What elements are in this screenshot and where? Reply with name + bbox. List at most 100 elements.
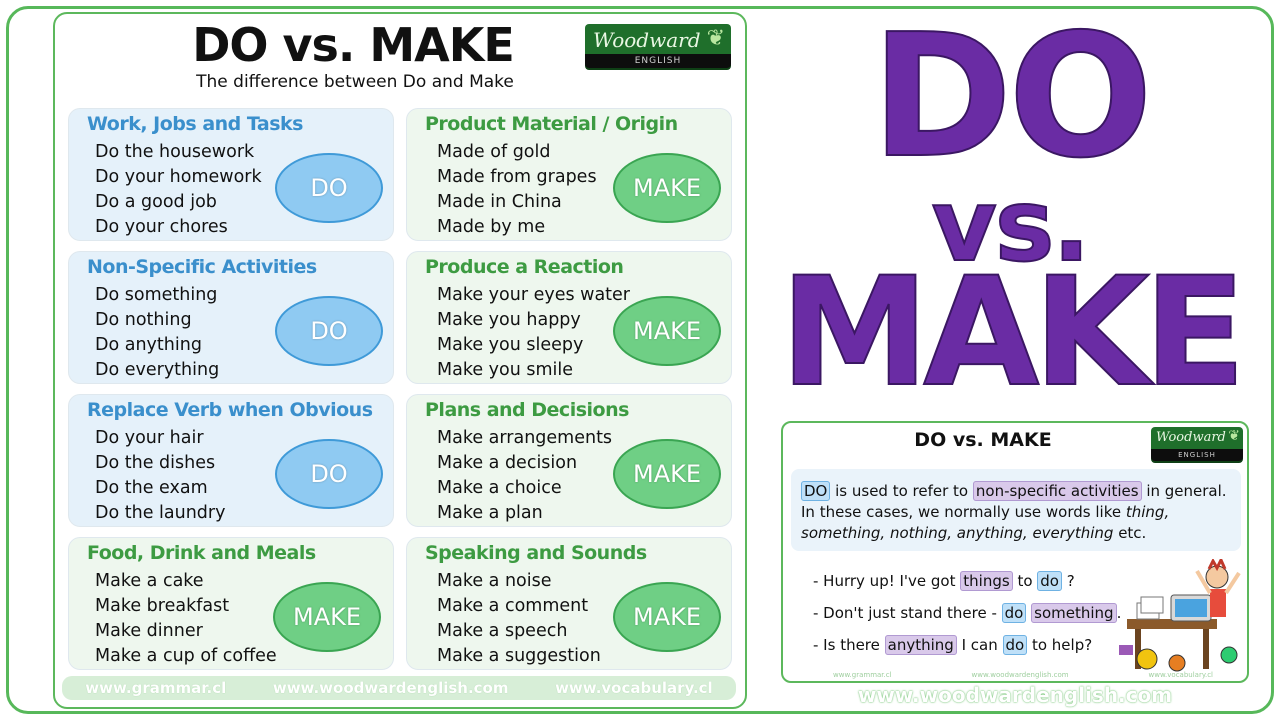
do-badge: DO	[275, 153, 383, 223]
do-badge: DO	[275, 296, 383, 366]
big-title-vs: vs.	[931, 167, 1092, 284]
site-url[interactable]: www.woodwardenglish.com	[857, 683, 1173, 707]
phrase-list: Do your hair Do the dishes Do the exam D…	[95, 426, 225, 526]
phrase-list: Make a cake Make breakfast Make dinner M…	[95, 569, 277, 669]
preview-title: DO vs. MAKE	[914, 429, 1052, 451]
make-badge: MAKE	[613, 439, 721, 509]
phrase-item: Do your hair	[95, 428, 204, 448]
category-box-nonspecific: Non-Specific Activities Do something Do …	[68, 251, 394, 384]
infographic-subtitle: The difference between Do and Make	[196, 72, 514, 92]
phrase-item: Do anything	[95, 335, 202, 355]
phrase-item: Do your homework	[95, 167, 262, 187]
make-badge: MAKE	[613, 296, 721, 366]
category-heading: Food, Drink and Meals	[87, 542, 316, 564]
preview-footer: www.grammar.cl www.woodwardenglish.com w…	[833, 671, 1213, 679]
footer-link[interactable]: www.vocabulary.cl	[1148, 671, 1213, 679]
example-sentence: - Hurry up! I've got things to do ?	[813, 565, 1121, 597]
highlight-do: do	[1002, 635, 1028, 655]
phrase-item: Make arrangements	[437, 428, 613, 448]
example-sentence: - Is there anything I can do to help?	[813, 629, 1121, 661]
woodward-logo: Woodward ❦ ENGLISH	[585, 24, 731, 68]
fern-icon: ❦	[706, 26, 725, 51]
explanation-text: etc.	[1113, 524, 1147, 542]
footer-link[interactable]: www.vocabulary.cl	[555, 679, 713, 697]
footer-link[interactable]: www.grammar.cl	[833, 671, 892, 679]
logo-text: Woodward	[593, 28, 701, 52]
category-box-speaking: Speaking and Sounds Make a noise Make a …	[406, 537, 732, 670]
lesson-preview-card: DO vs. MAKE Woodward ❦ ENGLISH DO is use…	[781, 421, 1249, 683]
highlight-do: do	[1001, 603, 1027, 623]
phrase-list: Make arrangements Make a decision Make a…	[437, 426, 612, 526]
highlight-word: anything	[884, 635, 957, 655]
category-box-work: Work, Jobs and Tasks Do the housework Do…	[68, 108, 394, 241]
category-heading: Replace Verb when Obvious	[87, 399, 373, 421]
phrase-item: Make a decision	[437, 453, 578, 473]
example-text: I can	[956, 636, 1003, 654]
phrase-item: Make a choice	[437, 478, 562, 498]
footer-link[interactable]: www.grammar.cl	[85, 679, 227, 697]
stressed-worker-cartoon-icon	[1119, 559, 1241, 672]
phrase-item: Do the exam	[95, 478, 208, 498]
phrase-item: Made by me	[437, 217, 546, 237]
logo-text: Woodward	[1156, 430, 1226, 445]
category-box-food: Food, Drink and Meals Make a cake Make b…	[68, 537, 394, 670]
big-title-do: DO	[870, 0, 1154, 196]
phrase-item: Make a noise	[437, 571, 552, 591]
fern-icon: ❦	[1228, 428, 1240, 444]
phrase-item: Make a plan	[437, 503, 543, 523]
example-text: - Don't just stand there -	[813, 604, 1002, 622]
make-badge: MAKE	[613, 153, 721, 223]
phrase-item: Make a speech	[437, 621, 568, 641]
example-text: to help?	[1027, 636, 1093, 654]
phrase-item: Make you happy	[437, 310, 581, 330]
make-badge: MAKE	[613, 582, 721, 652]
infographic-footer: www.grammar.cl www.woodwardenglish.com w…	[62, 676, 736, 700]
phrase-item: Do nothing	[95, 310, 192, 330]
phrase-item: Do the laundry	[95, 503, 226, 523]
phrase-item: Made of gold	[437, 142, 551, 162]
phrase-item: Make you sleepy	[437, 335, 584, 355]
phrase-item: Do a good job	[95, 192, 217, 212]
example-text: to	[1012, 572, 1038, 590]
category-heading: Plans and Decisions	[425, 399, 629, 421]
highlight-do: do	[1037, 571, 1062, 591]
logo-subtext: ENGLISH	[585, 54, 731, 68]
category-box-material: Product Material / Origin Made of gold M…	[406, 108, 732, 241]
explanation-text: in general. In these cases, we normally …	[801, 482, 1227, 521]
explanation-italic: thing, something, nothing, anything, eve…	[801, 503, 1170, 542]
phrase-item: Do the dishes	[95, 453, 216, 473]
make-badge: MAKE	[273, 582, 381, 652]
phrase-item: Make breakfast	[95, 596, 230, 616]
phrase-list: Make your eyes water Make you happy Make…	[437, 283, 630, 383]
phrase-item: Do your chores	[95, 217, 228, 237]
example-sentence: - Don't just stand there - do something.	[813, 597, 1121, 629]
big-title-make: MAKE	[779, 246, 1247, 420]
phrase-item: Made in China	[437, 192, 562, 212]
infographic-title: DO vs. MAKE	[192, 18, 515, 72]
explanation-box: DO is used to refer to non-specific acti…	[791, 469, 1241, 551]
phrase-item: Make a comment	[437, 596, 589, 616]
phrase-item: Do the housework	[95, 142, 255, 162]
footer-link[interactable]: www.woodwardenglish.com	[272, 679, 509, 697]
phrase-list: Make a noise Make a comment Make a speec…	[437, 569, 601, 669]
phrase-item: Do something	[95, 285, 218, 305]
example-text: - Is there	[813, 636, 885, 654]
explanation-text: is used to refer to	[830, 482, 973, 500]
phrase-item: Make you smile	[437, 360, 574, 380]
phrase-list: Made of gold Made from grapes Made in Ch…	[437, 140, 597, 240]
woodward-logo: Woodward ❦ ENGLISH	[1151, 427, 1243, 461]
phrase-item: Make your eyes water	[437, 285, 631, 305]
footer-link[interactable]: www.woodwardenglish.com	[971, 671, 1069, 679]
example-text: .	[1116, 604, 1122, 622]
logo-subtext: ENGLISH	[1151, 449, 1243, 461]
example-text: - Hurry up! I've got	[813, 572, 961, 590]
phrase-item: Make dinner	[95, 621, 203, 641]
phrase-item: Made from grapes	[437, 167, 597, 187]
phrase-item: Make a cup of coffee	[95, 646, 277, 666]
category-heading: Work, Jobs and Tasks	[87, 113, 303, 135]
category-box-reaction: Produce a Reaction Make your eyes water …	[406, 251, 732, 384]
example-list: - Hurry up! I've got things to do ? - Do…	[813, 565, 1121, 661]
phrase-item: Do everything	[95, 360, 220, 380]
phrase-list: Do something Do nothing Do anything Do e…	[95, 283, 219, 383]
category-heading: Non-Specific Activities	[87, 256, 317, 278]
